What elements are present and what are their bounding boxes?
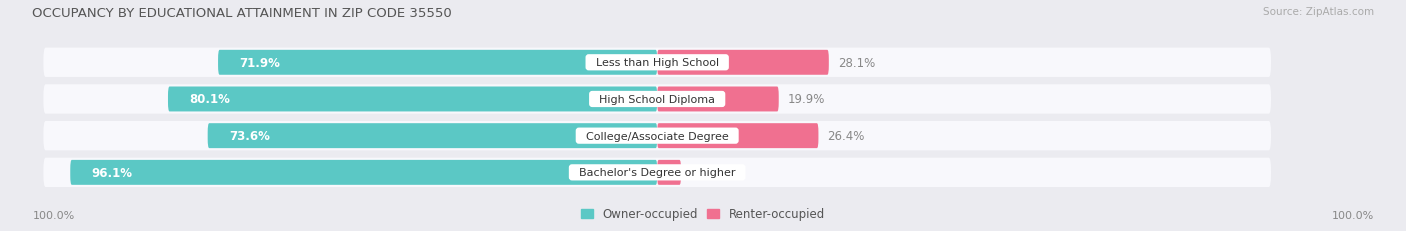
Text: 28.1%: 28.1% — [838, 57, 875, 70]
FancyBboxPatch shape — [218, 51, 657, 76]
Text: 26.4%: 26.4% — [828, 130, 865, 143]
FancyBboxPatch shape — [44, 85, 1271, 114]
Text: 73.6%: 73.6% — [229, 130, 270, 143]
Text: College/Associate Degree: College/Associate Degree — [579, 131, 735, 141]
Text: 71.9%: 71.9% — [239, 57, 280, 70]
FancyBboxPatch shape — [208, 124, 657, 149]
Text: 3.9%: 3.9% — [690, 166, 720, 179]
FancyBboxPatch shape — [657, 160, 681, 185]
Text: OCCUPANCY BY EDUCATIONAL ATTAINMENT IN ZIP CODE 35550: OCCUPANCY BY EDUCATIONAL ATTAINMENT IN Z… — [32, 7, 453, 20]
Legend: Owner-occupied, Renter-occupied: Owner-occupied, Renter-occupied — [576, 203, 830, 225]
FancyBboxPatch shape — [657, 51, 828, 76]
Text: Source: ZipAtlas.com: Source: ZipAtlas.com — [1263, 7, 1374, 17]
Text: 19.9%: 19.9% — [787, 93, 825, 106]
FancyBboxPatch shape — [44, 122, 1271, 151]
Text: Less than High School: Less than High School — [589, 58, 725, 68]
FancyBboxPatch shape — [167, 87, 657, 112]
Text: 96.1%: 96.1% — [91, 166, 132, 179]
Text: Bachelor's Degree or higher: Bachelor's Degree or higher — [572, 168, 742, 178]
Text: 100.0%: 100.0% — [32, 210, 75, 220]
FancyBboxPatch shape — [70, 160, 657, 185]
FancyBboxPatch shape — [657, 124, 818, 149]
Text: 80.1%: 80.1% — [190, 93, 231, 106]
FancyBboxPatch shape — [657, 87, 779, 112]
Text: High School Diploma: High School Diploma — [592, 94, 723, 104]
FancyBboxPatch shape — [44, 158, 1271, 187]
Text: 100.0%: 100.0% — [1331, 210, 1374, 220]
FancyBboxPatch shape — [44, 49, 1271, 78]
